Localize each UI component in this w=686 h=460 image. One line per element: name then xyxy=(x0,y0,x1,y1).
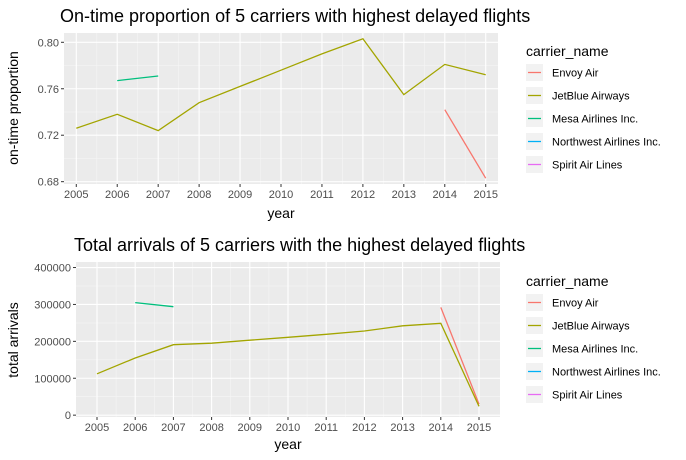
y-axis-title: total arrivals xyxy=(5,302,21,377)
series-line-jetblue-airways xyxy=(76,38,486,132)
x-tick-label: 2006 xyxy=(105,189,129,201)
legend-entry: Mesa Airlines Inc. xyxy=(552,114,638,126)
legend-entry: JetBlue Airways xyxy=(552,321,630,333)
x-tick-label: 2011 xyxy=(314,422,338,434)
y-tick-label: 400000 xyxy=(34,263,71,275)
x-tick-label: 2009 xyxy=(228,189,252,201)
legend-entry: Spirit Air Lines xyxy=(552,390,623,402)
y-axis-title: on-time proportion xyxy=(5,51,21,165)
legend-entry: Envoy Air xyxy=(552,298,599,310)
chart-total-arrivals: Total arrivals of 5 carriers with the hi… xyxy=(5,235,661,452)
legend-entry: Northwest Airlines Inc. xyxy=(552,367,661,379)
legend-entry: Northwest Airlines Inc. xyxy=(552,137,661,149)
x-tick-label: 2014 xyxy=(433,189,457,201)
x-tick-label: 2013 xyxy=(390,422,414,434)
x-tick-label: 2015 xyxy=(473,189,497,201)
y-tick-label: 0.72 xyxy=(38,130,59,142)
legend: carrier_name Envoy Air JetBlue Airways Mesa… xyxy=(526,43,661,173)
y-tick-label: 300000 xyxy=(34,299,71,311)
x-tick-label: 2015 xyxy=(467,422,491,434)
chart-ontime-proportion: On-time proportion of 5 carriers with hi… xyxy=(5,6,661,221)
x-tick-label: 2005 xyxy=(64,189,88,201)
y-tick-label: 200000 xyxy=(34,336,71,348)
x-tick-label: 2014 xyxy=(429,422,453,434)
x-tick-label: 2010 xyxy=(269,189,293,201)
y-tick-label: 0.80 xyxy=(38,37,59,49)
x-tick-label: 2009 xyxy=(238,422,262,434)
legend-entry: Spirit Air Lines xyxy=(552,160,623,172)
series-line-mesa-airlines-inc xyxy=(135,301,174,308)
legend-entry: Mesa Airlines Inc. xyxy=(552,344,638,356)
series-line-envoy-air xyxy=(444,109,487,179)
legend: carrier_name Envoy Air JetBlue Airways Mesa… xyxy=(526,273,661,403)
x-tick-label: 2012 xyxy=(351,189,375,201)
x-tick-label: 2010 xyxy=(276,422,300,434)
chart-title: On-time proportion of 5 carriers with hi… xyxy=(60,6,530,26)
x-tick-label: 2012 xyxy=(352,422,376,434)
legend-title: carrier_name xyxy=(526,273,609,289)
y-tick-label: 100000 xyxy=(34,373,71,385)
x-axis-title: year xyxy=(274,436,302,452)
x-tick-label: 2007 xyxy=(161,422,185,434)
chart-title: Total arrivals of 5 carriers with the hi… xyxy=(74,235,525,255)
series-line-mesa-airlines-inc xyxy=(117,75,159,82)
series-line-jetblue-airways xyxy=(96,322,480,407)
x-tick-label: 2006 xyxy=(123,422,147,434)
x-tick-label: 2011 xyxy=(310,189,334,201)
x-tick-label: 2008 xyxy=(187,189,211,201)
y-tick-label: 0 xyxy=(65,410,71,422)
y-tick-label: 0.68 xyxy=(38,177,59,189)
legend-title: carrier_name xyxy=(526,43,609,59)
legend-entry: JetBlue Airways xyxy=(552,91,630,103)
x-axis-title: year xyxy=(267,205,295,221)
series-line-envoy-air xyxy=(440,307,480,405)
y-tick-label: 0.76 xyxy=(38,84,59,96)
x-tick-label: 2013 xyxy=(392,189,416,201)
x-tick-label: 2007 xyxy=(146,189,170,201)
x-tick-label: 2008 xyxy=(199,422,223,434)
legend-entry: Envoy Air xyxy=(552,68,599,80)
x-tick-label: 2005 xyxy=(85,422,109,434)
